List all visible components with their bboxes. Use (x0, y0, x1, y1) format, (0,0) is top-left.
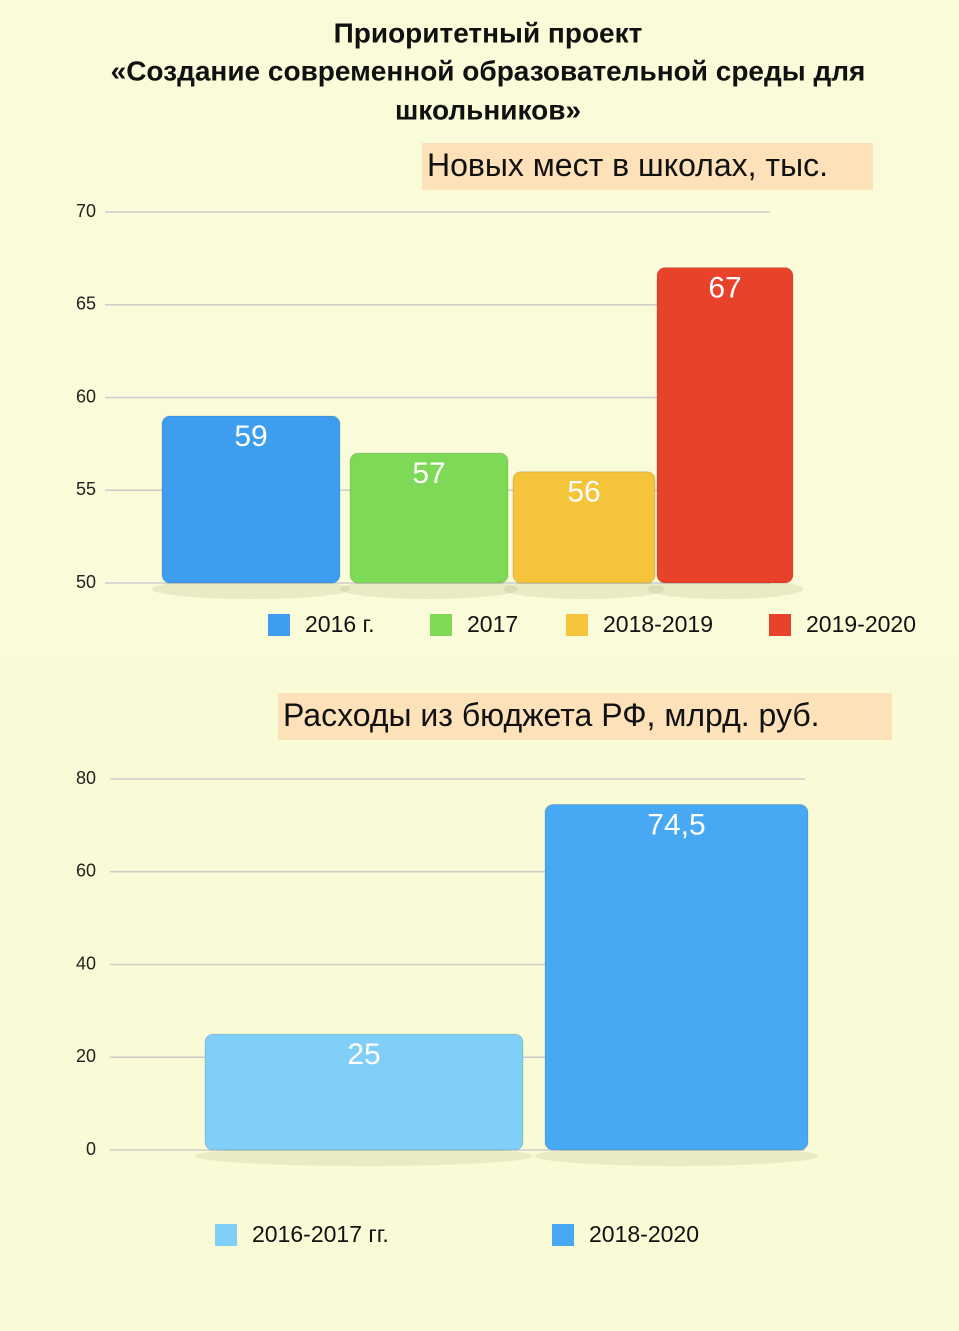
bar-shadow (340, 579, 518, 599)
bar (544, 804, 809, 1151)
bar (204, 1033, 524, 1151)
bar (161, 415, 341, 584)
y-tick-label: 60 (76, 386, 96, 406)
legend-swatch (566, 614, 588, 636)
legend-swatch (552, 1224, 574, 1246)
y-tick-label: 70 (76, 201, 96, 221)
legend-swatch (268, 614, 290, 636)
bar-shadow (195, 1146, 533, 1166)
subtitle-box (278, 693, 892, 740)
title-line: школьников» (395, 94, 581, 125)
legend-swatch (215, 1224, 237, 1246)
legend-label: 2017 (467, 611, 518, 637)
y-tick-label: 40 (76, 953, 96, 973)
legend-label: 2016 г. (305, 611, 375, 637)
subtitle-box (422, 143, 873, 190)
y-tick-label: 0 (86, 1139, 96, 1159)
legend-label: 2019-2020 (806, 611, 916, 637)
bar-shadow (535, 1146, 818, 1166)
panel (0, 660, 959, 1331)
data-label: 59 (234, 420, 267, 453)
legend-swatch (769, 614, 791, 636)
y-tick-label: 60 (76, 861, 96, 881)
title-line: Приоритетный проект (334, 17, 643, 48)
chart-title: Новых мест в школах, тыс. (427, 147, 828, 183)
data-label: 56 (567, 476, 600, 509)
y-tick-label: 80 (76, 768, 96, 788)
bar-shadow (647, 579, 803, 599)
bar (512, 471, 656, 584)
legend-label: 2018-2019 (603, 611, 713, 637)
y-tick-label: 20 (76, 1046, 96, 1066)
bar-shadow (503, 579, 665, 599)
y-tick-label: 55 (76, 479, 96, 499)
data-label: 74,5 (647, 808, 705, 841)
title-line: «Создание современной образовательной ср… (111, 55, 866, 86)
legend-label: 2018-2020 (589, 1221, 699, 1247)
y-tick-label: 50 (76, 572, 96, 592)
y-tick-label: 65 (76, 294, 96, 314)
data-label: 57 (412, 457, 445, 490)
chart-title: Расходы из бюджета РФ, млрд. руб. (283, 697, 820, 733)
legend-swatch (430, 614, 452, 636)
bar-shadow (152, 579, 350, 599)
legend-label: 2016-2017 гг. (252, 1221, 389, 1247)
bar (349, 452, 509, 584)
data-label: 67 (708, 272, 741, 305)
data-label: 25 (347, 1038, 380, 1071)
bar (656, 267, 794, 584)
